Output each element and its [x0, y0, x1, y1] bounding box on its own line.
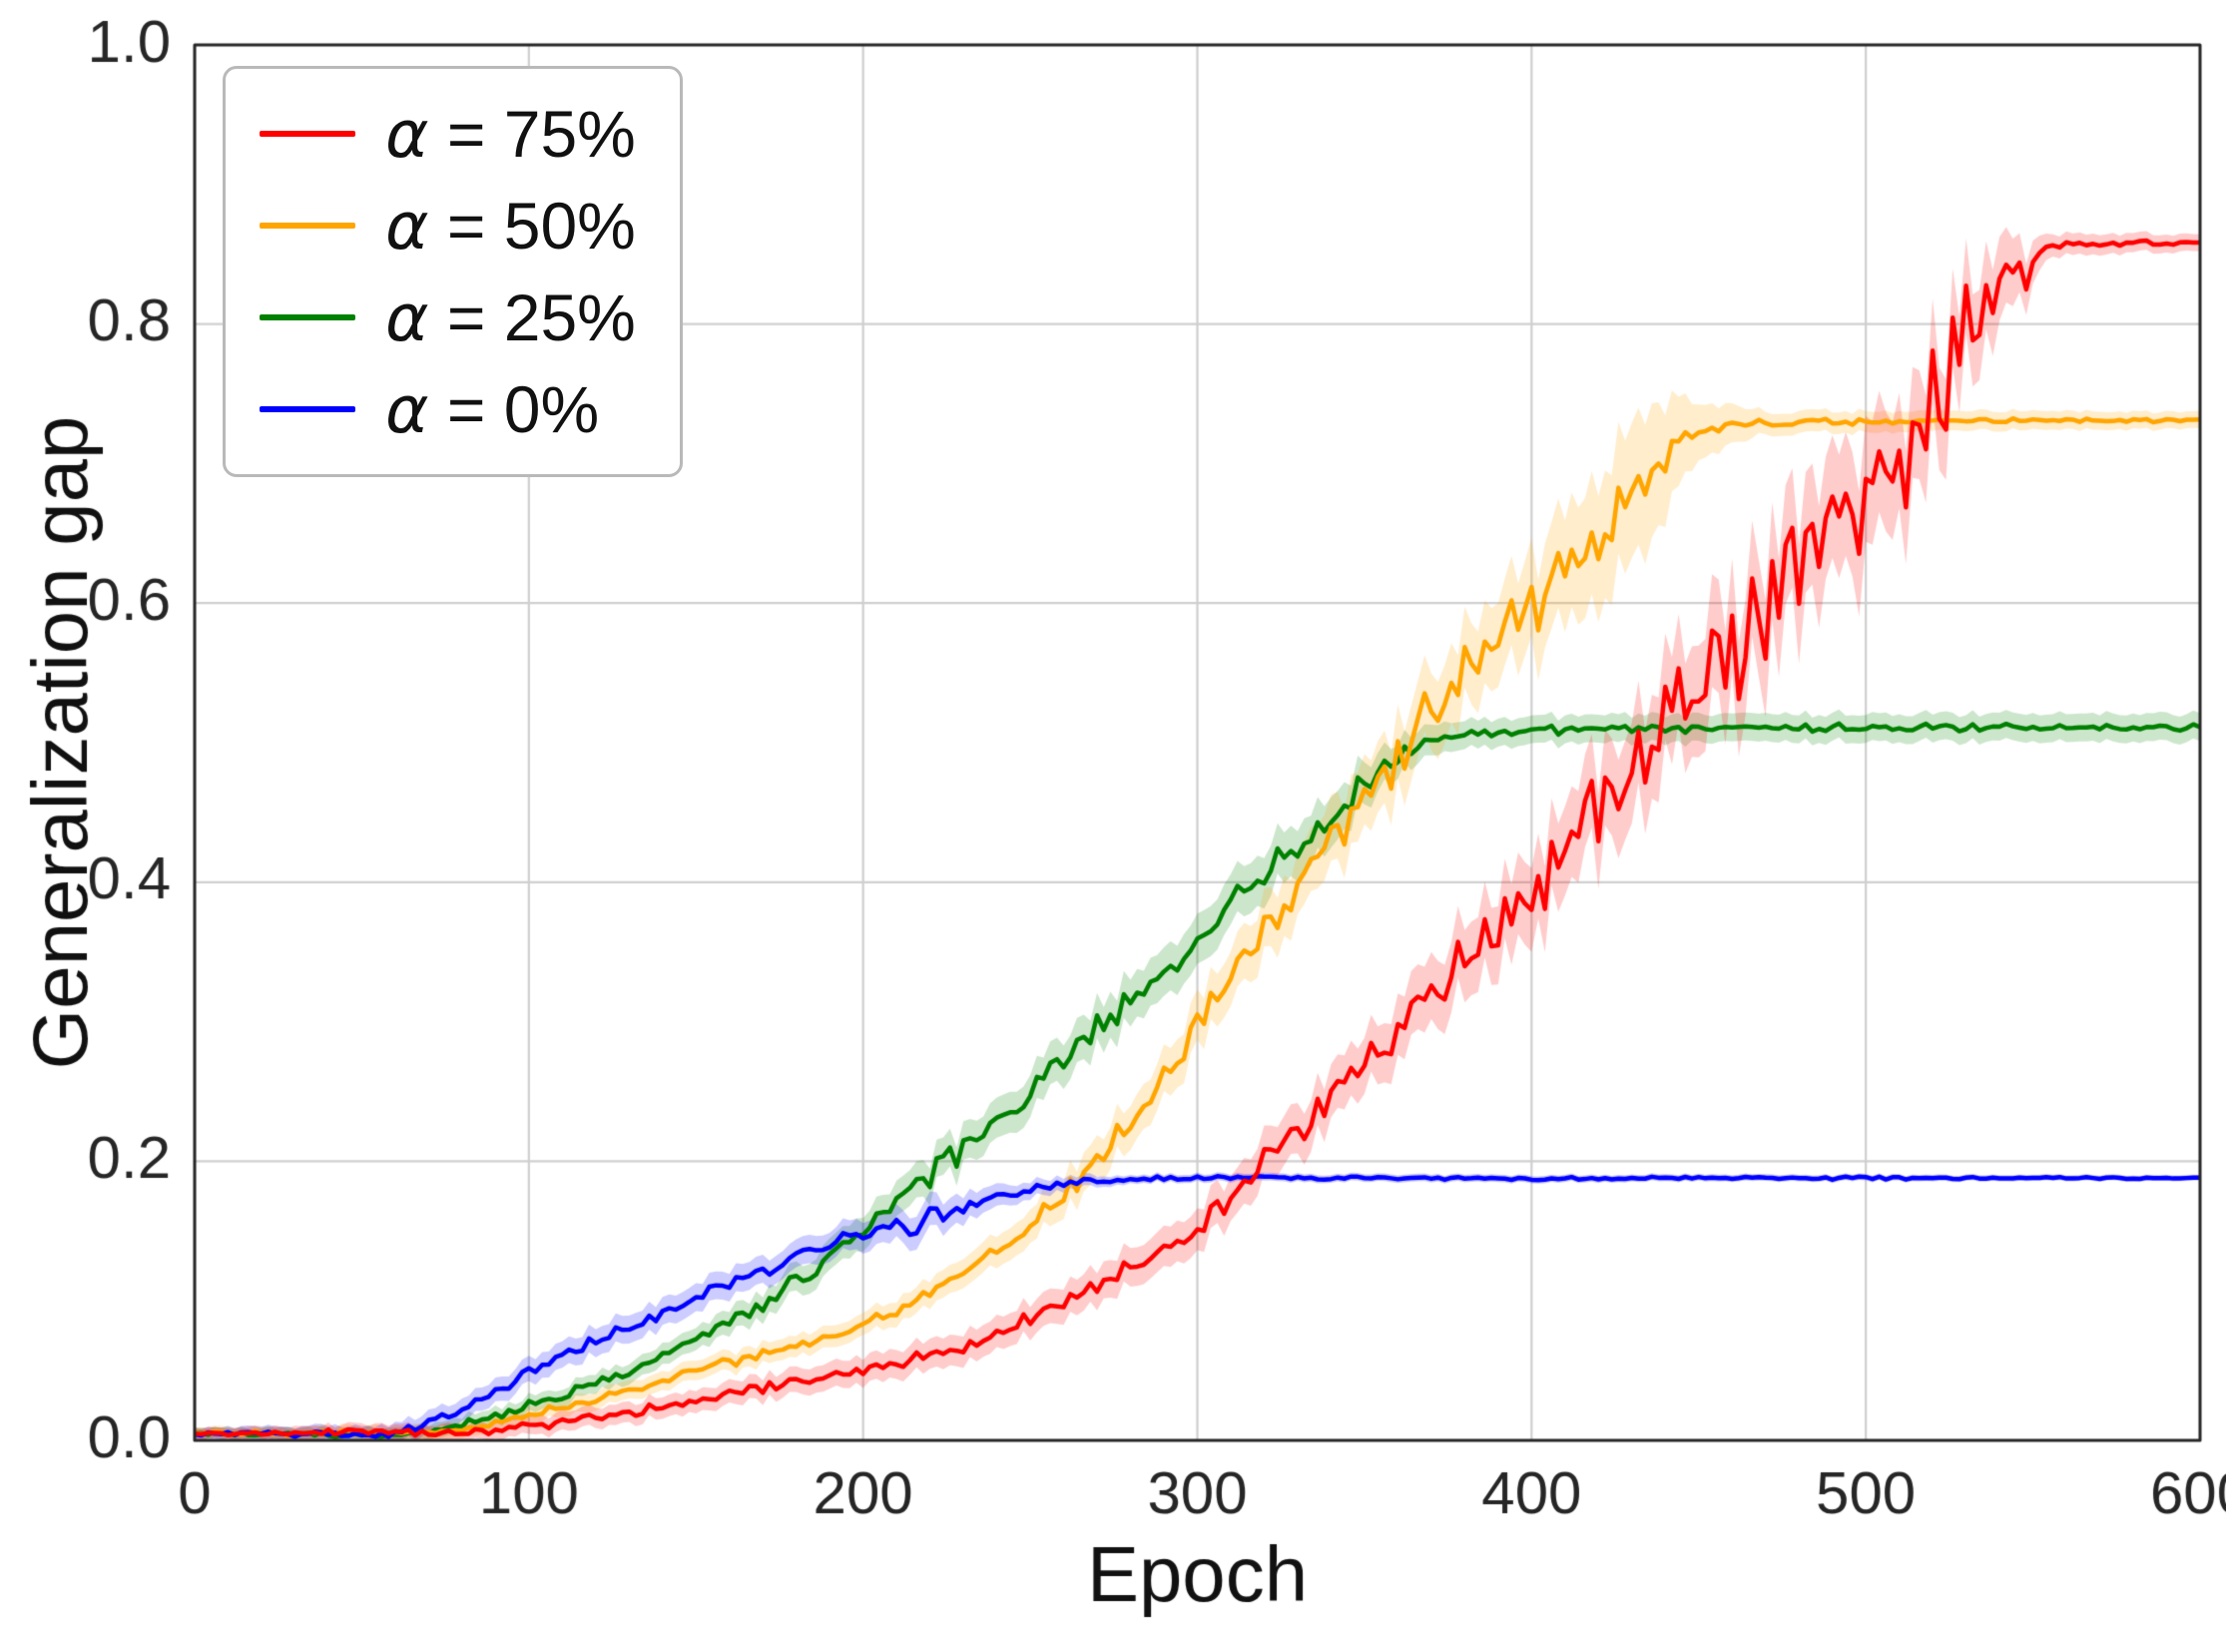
legend-swatch-alpha-25 [260, 314, 355, 320]
legend-value: = 0% [428, 371, 600, 446]
legend-label-alpha-0: α = 0% [385, 376, 599, 443]
legend-item-alpha-75: α = 75% [260, 95, 636, 173]
legend-value: = 75% [428, 96, 636, 171]
legend-item-alpha-25: α = 25% [260, 278, 636, 356]
legend-label-alpha-75: α = 75% [385, 101, 636, 168]
alpha-symbol: α [385, 95, 429, 173]
legend-swatch-alpha-75 [260, 131, 355, 137]
legend-label-alpha-50: α = 50% [385, 193, 636, 260]
alpha-symbol: α [385, 278, 429, 356]
legend-item-alpha-50: α = 50% [260, 187, 636, 265]
legend-item-alpha-0: α = 0% [260, 370, 636, 448]
legend-value: = 50% [428, 188, 636, 263]
legend-swatch-alpha-50 [260, 223, 355, 229]
legend-label-alpha-25: α = 25% [385, 284, 636, 351]
alpha-symbol: α [385, 370, 429, 448]
legend-value: = 25% [428, 279, 636, 354]
alpha-symbol: α [385, 187, 429, 265]
legend: α = 75% α = 50% α = 25% α = 0% [223, 66, 683, 477]
legend-swatch-alpha-0 [260, 406, 355, 412]
